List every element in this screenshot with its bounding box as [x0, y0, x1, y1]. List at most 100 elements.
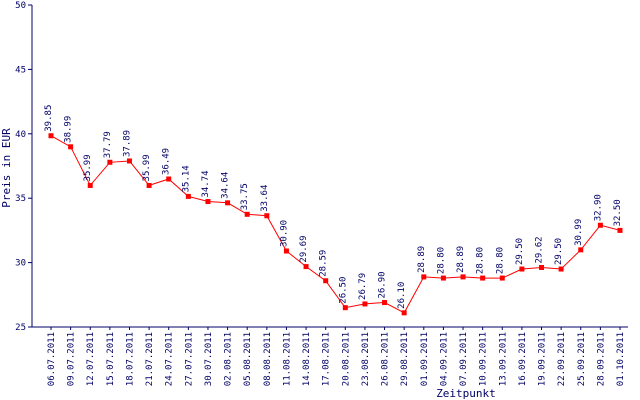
data-point	[499, 275, 505, 281]
data-point	[480, 275, 486, 281]
data-label: 35.14	[181, 165, 191, 192]
data-label: 28.59	[319, 250, 329, 277]
data-point	[382, 300, 388, 306]
data-point	[68, 144, 74, 150]
x-tick-label: 26.08.2011	[381, 332, 391, 386]
x-tick-label: 11.08.2011	[282, 332, 292, 386]
x-tick-label: 25.09.2011	[577, 332, 587, 386]
x-tick-label: 14.08.2011	[302, 332, 312, 386]
series-plot: 39.85 38.99 35.99 37.79 37.89 35.99 36.49 35.14…	[44, 105, 623, 316]
x-tick-label: 21.07.2011	[145, 332, 155, 386]
data-label: 35.99	[142, 154, 152, 181]
data-label: 32.90	[593, 194, 603, 221]
data-point	[460, 274, 466, 280]
y-tick-label: 25	[15, 323, 26, 333]
data-point	[558, 266, 564, 272]
data-label: 26.10	[397, 282, 407, 309]
data-label: 32.50	[613, 199, 623, 226]
data-label: 29.50	[554, 238, 564, 265]
data-point	[48, 133, 54, 139]
x-tick-label: 07.09.2011	[459, 332, 469, 386]
x-tick-label: 10.09.2011	[479, 332, 489, 386]
data-label: 37.89	[122, 130, 132, 157]
x-tick-label: 02.08.2011	[224, 332, 234, 386]
x-tick-label: 05.08.2011	[243, 332, 253, 386]
data-label: 28.89	[417, 246, 427, 273]
y-tick-label: 40	[15, 130, 26, 140]
x-tick-label: 13.09.2011	[498, 332, 508, 386]
x-tick-label: 30.07.2011	[204, 332, 214, 386]
x-tick-label: 23.08.2011	[361, 332, 371, 386]
data-point	[264, 213, 270, 219]
data-point	[597, 222, 603, 228]
x-tick-label: 20.08.2011	[341, 332, 351, 386]
x-axis-title: Zeitpunkt	[436, 387, 496, 400]
y-axis: 25 30 35 40 45 50	[15, 1, 33, 333]
x-tick-label: 22.09.2011	[557, 332, 567, 386]
data-point	[519, 266, 525, 272]
data-label: 34.74	[201, 170, 211, 197]
data-point	[107, 159, 113, 165]
series-line	[50, 135, 621, 314]
x-tick-label: 04.09.2011	[439, 332, 449, 386]
data-label: 28.80	[436, 247, 446, 274]
x-tick-label: 08.08.2011	[263, 332, 273, 386]
data-label: 29.69	[299, 235, 309, 262]
x-tick-label: 17.08.2011	[322, 332, 332, 386]
data-point	[126, 158, 132, 164]
x-tick-label: 24.07.2011	[165, 332, 175, 386]
data-point	[185, 193, 191, 199]
data-label: 28.80	[476, 247, 486, 274]
data-point	[421, 274, 427, 280]
data-label: 30.90	[279, 220, 289, 247]
x-tick-label: 12.07.2011	[86, 332, 96, 386]
x-tick-label: 15.07.2011	[106, 332, 116, 386]
data-label: 28.80	[495, 247, 505, 274]
data-label: 30.99	[574, 219, 584, 246]
x-tick-label: 29.08.2011	[400, 332, 410, 386]
data-point	[225, 200, 231, 206]
data-point	[362, 301, 368, 307]
data-label: 26.90	[378, 271, 388, 298]
data-point	[342, 305, 348, 311]
y-tick-label: 35	[15, 194, 26, 204]
data-point	[87, 182, 93, 188]
data-label: 37.79	[103, 131, 113, 158]
data-label: 26.50	[338, 277, 348, 304]
data-label: 33.64	[260, 185, 270, 212]
x-tick-label: 28.09.2011	[596, 332, 606, 386]
data-point	[244, 211, 250, 217]
data-point	[539, 264, 545, 270]
x-tick-label: 27.07.2011	[184, 332, 194, 386]
x-tick-label: 19.09.2011	[538, 332, 548, 386]
data-label: 28.89	[456, 246, 466, 273]
x-tick-label: 18.07.2011	[125, 332, 135, 386]
data-label: 39.85	[44, 105, 54, 132]
data-point	[303, 264, 309, 270]
data-point	[146, 182, 152, 188]
x-axis: 06.07.2011 09.07.2011 12.07.2011 15.07.2011…	[32, 326, 628, 386]
x-tick-label: 16.09.2011	[518, 332, 528, 386]
data-point	[617, 227, 623, 233]
data-point	[440, 275, 446, 281]
data-point	[323, 278, 329, 284]
x-tick-label: 01.10.2011	[616, 332, 626, 386]
x-tick-label: 01.09.2011	[420, 332, 430, 386]
data-label: 34.64	[221, 172, 231, 199]
data-point	[283, 248, 289, 254]
data-label: 33.75	[240, 183, 250, 210]
data-label: 38.99	[64, 116, 74, 143]
data-label: 29.50	[515, 238, 525, 265]
data-point	[205, 199, 211, 205]
x-tick-label: 06.07.2011	[47, 332, 57, 386]
y-axis-title: Preis in EUR	[0, 128, 13, 208]
y-tick-label: 45	[15, 65, 26, 75]
data-label: 35.99	[83, 154, 93, 181]
x-tick-label: 09.07.2011	[67, 332, 77, 386]
data-point	[166, 176, 172, 182]
data-point	[401, 310, 407, 316]
data-point	[578, 247, 584, 253]
data-label: 26.79	[358, 273, 368, 300]
data-label: 36.49	[162, 148, 172, 175]
